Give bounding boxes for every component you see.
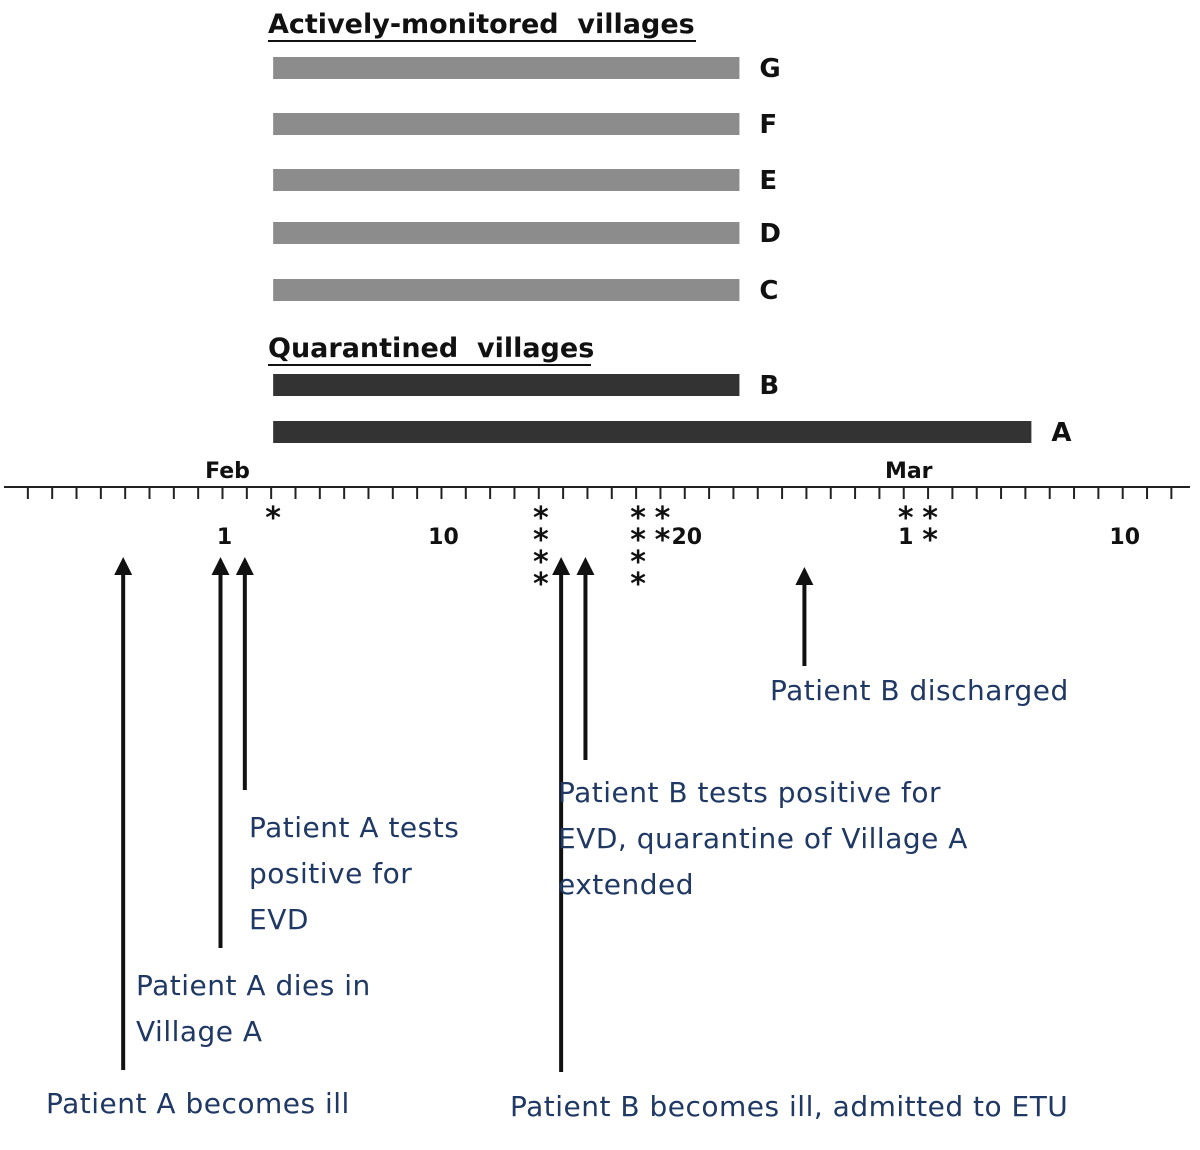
event-arrow-head-icon (576, 557, 595, 575)
star-mark: * (922, 523, 938, 558)
day-label: 10 (428, 525, 459, 550)
star-mark: * (630, 567, 646, 602)
monitored-bar-label-f: F (759, 110, 777, 140)
date-axis: Feb Mar 1 10 20 1 10 (4, 459, 1190, 550)
event-4: Patient B becomes ill, admitted to ETU (510, 557, 1068, 1123)
event-6: Patient B discharged (770, 567, 1069, 707)
month-label-feb: Feb (205, 459, 250, 484)
event-2: Patient A dies in Village A (136, 557, 371, 1048)
star-mark: * (655, 501, 671, 536)
star-mark: * (533, 523, 549, 558)
day-label: 1 (898, 525, 913, 550)
monitored-bar-d (273, 222, 740, 244)
day-label: 20 (671, 525, 702, 550)
day-label: 10 (1109, 525, 1140, 550)
star-mark: * (533, 501, 549, 536)
quarantined-bar-b (273, 374, 740, 396)
event-text-line: Patient B discharged (770, 674, 1069, 707)
monitored-villages-title: Actively-monitored villages (268, 9, 695, 40)
star-mark: * (265, 501, 281, 536)
event-3: Patient A tests positive for EVD (235, 557, 459, 936)
monitored-bar-g (273, 57, 740, 79)
event-text-line: Patient B becomes ill, admitted to ETU (510, 1090, 1068, 1123)
event-text-line: Patient A tests (249, 811, 459, 844)
star-mark: * (533, 567, 549, 602)
monitored-bar-f (273, 113, 740, 135)
event-annotations: Patient A becomes ill Patient A dies in Vi… (46, 557, 1069, 1123)
monitored-bar-c (273, 279, 740, 301)
event-arrow-head-icon (235, 557, 254, 575)
event-text-line: Patient A becomes ill (46, 1087, 350, 1120)
monitored-bar-label-g: G (759, 54, 780, 84)
star-marks: * *********** ** (265, 501, 938, 602)
monitored-bar-label-d: D (759, 219, 781, 249)
star-mark: * (898, 501, 914, 536)
quarantined-bar-label-a: A (1051, 418, 1071, 448)
event-text-line: extended (558, 868, 694, 901)
event-text-line: EVD (249, 903, 309, 936)
quarantined-bar-label-b: B (759, 371, 779, 401)
event-text-line: Village A (136, 1015, 263, 1048)
event-arrow-head-icon (552, 557, 571, 575)
event-arrow-head-icon (211, 557, 230, 575)
monitored-bar-label-e: E (759, 166, 777, 196)
event-text-line: positive for (249, 857, 412, 890)
star-mark: * (630, 523, 646, 558)
star-mark: * (630, 545, 646, 580)
star-mark: * (630, 501, 646, 536)
event-arrow-head-icon (114, 557, 133, 575)
star-mark: * (655, 523, 671, 558)
event-arrow-head-icon (795, 567, 814, 585)
monitored-bar-label-c: C (759, 276, 778, 306)
event-5: Patient B tests positive for EVD, quarant… (558, 557, 968, 901)
star-mark: * (533, 545, 549, 580)
quarantined-bar-a (273, 421, 1032, 443)
event-text-line: Patient B tests positive for (558, 776, 941, 809)
monitored-bar-e (273, 169, 740, 191)
month-label-mar: Mar (885, 459, 933, 484)
star-mark: * (922, 501, 938, 536)
day-label: 1 (217, 525, 232, 550)
event-1: Patient A becomes ill (46, 557, 350, 1120)
quarantined-villages-title: Quarantined villages (268, 333, 594, 364)
event-text-line: EVD, quarantine of Village A (558, 822, 968, 855)
event-text-line: Patient A dies in (136, 969, 371, 1002)
